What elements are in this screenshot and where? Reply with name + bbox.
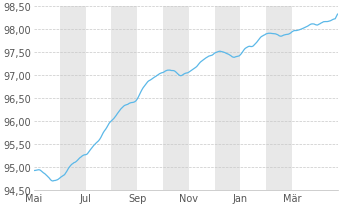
Bar (214, 7, 240, 190)
Bar (112, 7, 137, 190)
Bar (163, 7, 189, 190)
Bar (266, 7, 292, 190)
Bar (60, 7, 86, 190)
